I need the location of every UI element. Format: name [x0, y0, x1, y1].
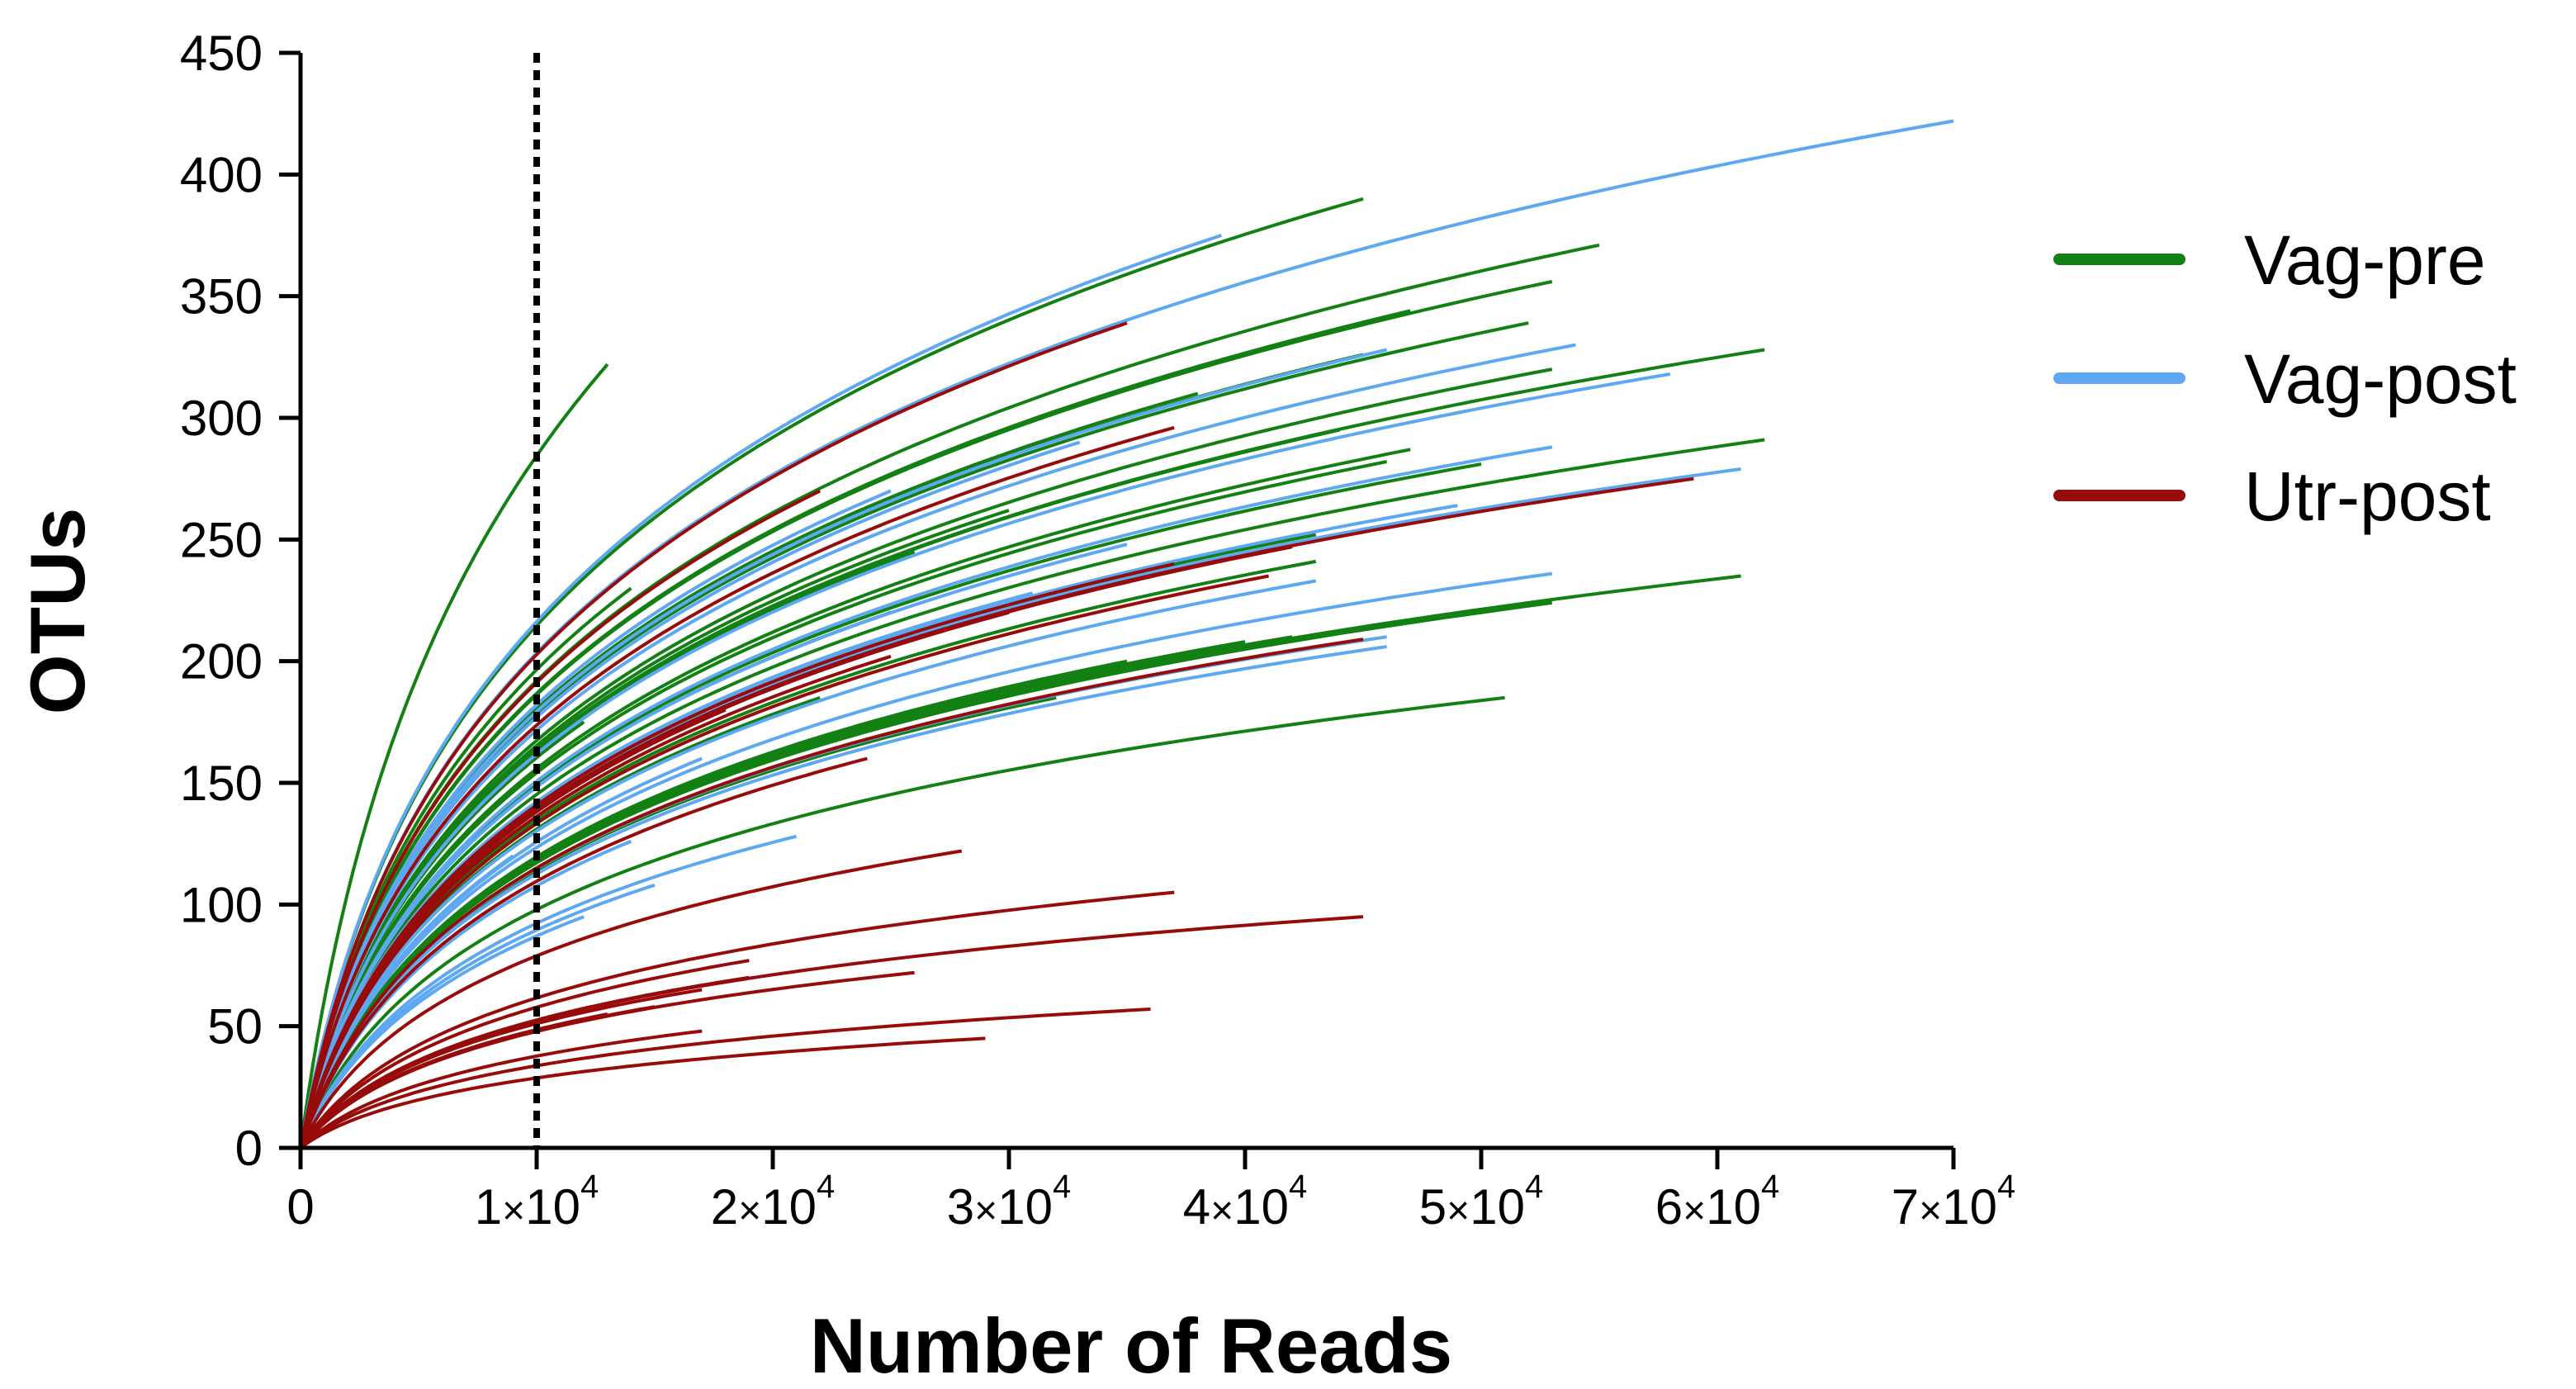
- x-tick-label-70000: 7×104: [1892, 1169, 2015, 1235]
- curve-vag-pre-20: [299, 695, 1505, 1150]
- curve-vag-pre-1: [299, 363, 609, 1150]
- curve-vag-post-3: [299, 372, 1671, 1150]
- curve-utr-post-21: [299, 489, 822, 1150]
- curve-utr-post-19: [299, 1029, 703, 1150]
- curve-vag-pre-2: [299, 197, 1364, 1150]
- y-axis-title: OTUs: [14, 508, 101, 715]
- curve-utr-post-12: [299, 1007, 1151, 1150]
- x-tick-label-40000: 4×104: [1183, 1169, 1307, 1235]
- ticks-layer: 0 50 100 150 200 250 300 350 400 450 0 1×104 2×104 3×…: [180, 26, 2015, 1235]
- x-tick-label-10000: 1×104: [475, 1169, 599, 1235]
- curve-vag-post-2: [299, 234, 1223, 1150]
- y-tick-label-50: 50: [207, 999, 263, 1055]
- x-tick-label-50000: 5×104: [1419, 1169, 1543, 1235]
- y-tick-label-200: 200: [180, 634, 263, 690]
- legend-label-vag-pre: Vag-pre: [2244, 221, 2486, 299]
- series-utr-post: [299, 321, 1694, 1150]
- y-tick-label-100: 100: [180, 877, 263, 932]
- curve-utr-post-24: [299, 756, 868, 1150]
- curve-utr-post-1: [299, 321, 1128, 1150]
- curve-utr-post-13: [299, 1036, 986, 1150]
- y-tick-label-300: 300: [180, 391, 263, 446]
- axes-layer: [298, 53, 1953, 1150]
- curve-utr-post-9: [299, 849, 963, 1150]
- curve-utr-post-23: [299, 610, 1010, 1150]
- curve-utr-post-2: [299, 425, 1175, 1150]
- x-tick-label-0: 0: [286, 1179, 314, 1235]
- x-tick-label-20000: 2×104: [711, 1169, 835, 1235]
- legend-label-utr-post: Utr-post: [2244, 457, 2491, 535]
- legend: Vag-pre Vag-post Utr-post: [2053, 221, 2517, 535]
- series-layer: [299, 119, 1954, 1150]
- curve-vag-post-4: [299, 343, 1576, 1150]
- y-tick-label-400: 400: [180, 147, 263, 202]
- legend-label-vag-post: Vag-post: [2244, 340, 2517, 418]
- x-tick-label-30000: 3×104: [947, 1169, 1071, 1235]
- y-tick-label-350: 350: [180, 269, 263, 325]
- x-axis-title: Number of Reads: [810, 1302, 1452, 1389]
- y-tick-label-0: 0: [235, 1121, 263, 1176]
- y-tick-label-250: 250: [180, 512, 263, 567]
- y-tick-label-450: 450: [180, 26, 263, 81]
- curve-utr-post-20: [299, 1012, 608, 1150]
- y-tick-label-150: 150: [180, 756, 263, 811]
- x-tick-label-60000: 6×104: [1655, 1169, 1779, 1235]
